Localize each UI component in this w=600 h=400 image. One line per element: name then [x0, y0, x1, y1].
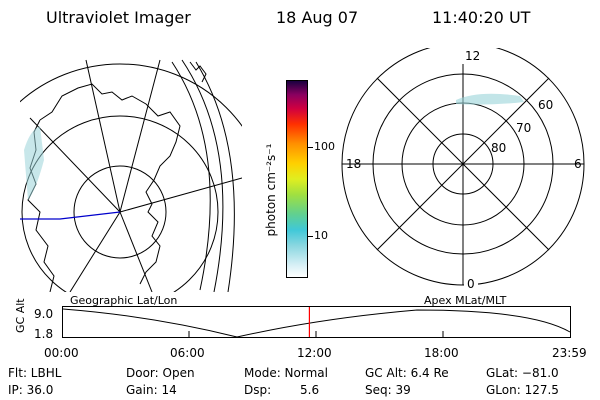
- timeline-x-tick: 06:00: [170, 346, 205, 360]
- meridian-line: [29, 117, 121, 213]
- observation-date: 18 Aug 07: [276, 8, 359, 27]
- mlt-label-0: 0: [467, 277, 475, 291]
- aurora-emission: [456, 93, 524, 105]
- colorbar: [286, 80, 308, 278]
- mode-status: Mode: Normal: [244, 366, 328, 380]
- meridian-line: [119, 59, 161, 213]
- aurora-emission: [24, 126, 44, 200]
- mlt-label-6: 6: [574, 157, 582, 171]
- timeline-axis-label: GC Alt: [14, 298, 27, 333]
- lat-label-60: 60: [538, 98, 553, 112]
- latitude-circle: [73, 165, 167, 259]
- meridian-line: [69, 211, 121, 292]
- sequence-status: Seq: 39: [365, 383, 411, 397]
- colorbar-tick-label: 10: [314, 229, 328, 242]
- coastline: [39, 83, 181, 285]
- colorbar-unit-label: photon cm⁻²s⁻¹: [264, 143, 278, 237]
- latitude-circle: [21, 115, 219, 292]
- timeline-left-title: Geographic Lat/Lon: [70, 294, 178, 307]
- geo-latitude-status: GLat: −81.0: [486, 366, 559, 380]
- timeline-y-tick: 1.8: [34, 327, 54, 341]
- label-backdrop: [464, 274, 478, 290]
- observation-time: 11:40:20 UT: [432, 8, 531, 27]
- lat-label-80: 80: [491, 141, 506, 155]
- label-backdrop: [462, 48, 482, 64]
- geo-longitude-status: GLon: 127.5: [486, 383, 559, 397]
- altitude-timeline: [62, 306, 571, 338]
- mlt-label-18: 18: [346, 157, 361, 171]
- geographic-map: [20, 59, 242, 292]
- timeline-x-tick: 18:00: [424, 346, 459, 360]
- timeline-right-title: Apex MLat/MLT: [424, 294, 507, 307]
- mlt-diagonal: [376, 77, 550, 251]
- polar-plot: 12 18 6 0 60 70 80: [341, 48, 585, 291]
- coastline: [189, 61, 207, 83]
- instrument-title: Ultraviolet Imager: [46, 8, 191, 27]
- ip-status: IP: 36.0: [8, 383, 54, 397]
- mlt-label-12: 12: [465, 49, 480, 63]
- meridian-line: [119, 211, 153, 292]
- door-status: Door: Open: [126, 366, 195, 380]
- timeline-x-tick: 23:59: [552, 346, 587, 360]
- colorbar-tick-label: 100: [314, 140, 335, 153]
- trajectory-line: [20, 211, 121, 220]
- altitude-curve: [62, 308, 571, 338]
- limb-curve: [171, 61, 211, 291]
- limb-curve: [195, 61, 235, 292]
- colorbar-tick: [307, 236, 313, 237]
- limb-curve: [181, 59, 224, 292]
- meridian-line: [119, 177, 242, 213]
- meridian-line: [85, 59, 121, 213]
- timeline-y-tick: 9.0: [34, 307, 54, 321]
- lat-label-70: 70: [516, 121, 531, 135]
- colorbar-tick: [307, 147, 313, 148]
- gain-status: Gain: 14: [126, 383, 177, 397]
- dsp-value: 5.6: [300, 383, 320, 397]
- timeline-x-tick: 12:00: [297, 346, 332, 360]
- timeline-x-tick: 00:00: [44, 346, 79, 360]
- dsp-label: Dsp:: [244, 383, 272, 397]
- gc-altitude-status: GC Alt: 6.4 Re: [365, 366, 449, 380]
- latitude-circle: [20, 63, 242, 292]
- filter-status: Flt: LBHL: [8, 366, 62, 380]
